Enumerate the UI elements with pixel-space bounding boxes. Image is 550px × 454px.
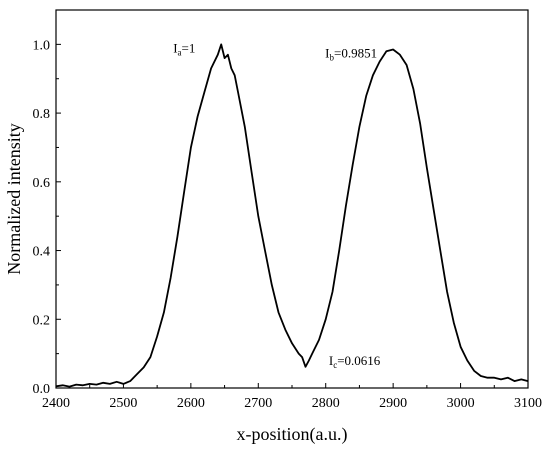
y-tick-label: 0.0 [33,382,51,397]
y-tick-label: 0.4 [33,245,51,260]
y-axis-title: Normalized intensity [4,123,24,274]
x-tick-label: 2400 [42,396,70,411]
peak-annotation: Ib=0.9851 [325,45,377,62]
x-axis-title: x-position(a.u.) [237,424,348,445]
intensity-line [55,43,529,388]
annotation-value: =1 [182,40,196,55]
y-tick-label: 1.0 [33,38,51,53]
x-tick-label: 3100 [514,396,542,411]
annotation-value: =0.0616 [337,353,381,368]
annotation-subscript: b [329,52,334,62]
plot-frame [55,9,529,389]
annotation-symbol: I [329,353,333,368]
annotation-value: =0.9851 [334,45,377,60]
x-tick-label: 2600 [177,396,205,411]
annotation-symbol: I [173,40,177,55]
y-axis: 0.0 0.2 0.4 0.6 0.8 1.0 [33,9,61,397]
annotation-subscript: c [333,360,337,370]
peak-annotation: Ia=1 [173,40,195,57]
y-tick-label: 0.8 [33,107,51,122]
x-tick-label: 3000 [447,396,475,411]
y-tick-label: 0.2 [33,313,51,328]
annotation-symbol: I [325,45,329,60]
y-tick-label: 0.6 [33,176,51,191]
x-tick-label: 2700 [244,396,272,411]
annotation-subscript: a [178,47,182,57]
x-tick-label: 2800 [312,396,340,411]
x-axis: 2400 2500 2600 2700 2800 2900 3000 3100 [42,383,542,411]
x-tick-label: 2900 [379,396,407,411]
x-tick-label: 2500 [109,396,137,411]
peak-annotation: Ic=0.0616 [329,353,381,370]
